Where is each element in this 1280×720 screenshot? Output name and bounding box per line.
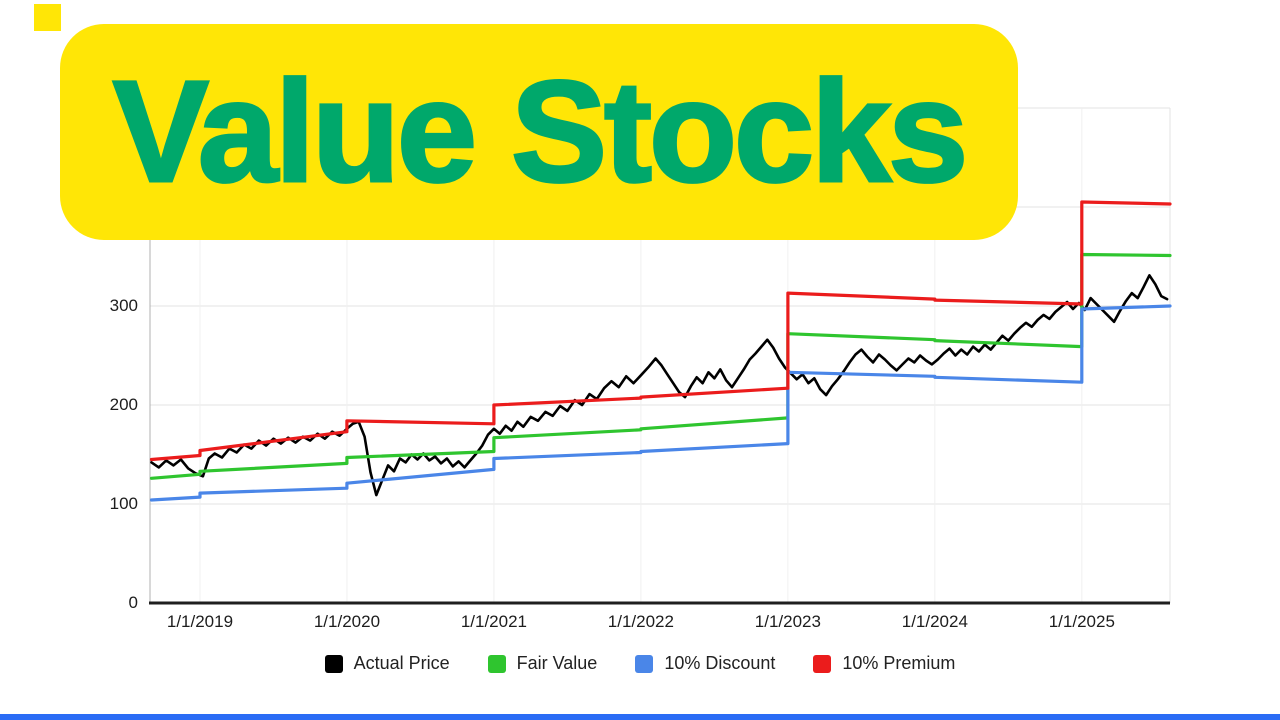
y-tick-label: 200 — [109, 395, 138, 414]
x-tick-label: 1/1/2019 — [166, 612, 234, 631]
x-tick-label: 1/1/2020 — [313, 612, 381, 631]
fair-value-swatch-icon — [487, 654, 506, 673]
y-tick-label: 300 — [109, 296, 138, 315]
page-title: Value Stocks — [111, 51, 969, 212]
corner-decor-square — [34, 4, 61, 31]
legend-item-fair-value: Fair Value — [487, 653, 598, 674]
x-tick-label: 1/1/2022 — [607, 612, 674, 631]
legend-item-discount: 10% Discount — [635, 653, 775, 674]
actual-price-swatch-icon — [324, 654, 343, 673]
legend-item-premium: 10% Premium — [813, 653, 955, 674]
x-tick-label: 1/1/2025 — [1048, 612, 1115, 631]
chart-legend: Actual Price Fair Value 10% Discount 10%… — [0, 653, 1280, 674]
x-tick-label: 1/1/2021 — [460, 612, 527, 631]
legend-item-actual-price: Actual Price — [324, 653, 450, 674]
legend-label-actual-price: Actual Price — [353, 653, 450, 673]
bottom-accent-bar — [0, 714, 1280, 720]
legend-label-fair-value: Fair Value — [516, 653, 598, 673]
title-banner: Value Stocks — [60, 24, 1018, 240]
x-tick-label: 1/1/2024 — [901, 612, 968, 631]
discount-swatch-icon — [635, 654, 654, 673]
legend-label-discount: 10% Discount — [664, 653, 776, 673]
y-tick-label: 0 — [128, 593, 138, 612]
legend-label-premium: 10% Premium — [842, 653, 956, 673]
premium-swatch-icon — [813, 654, 832, 673]
x-tick-label: 1/1/2023 — [754, 612, 821, 631]
y-tick-label: 100 — [109, 494, 138, 513]
